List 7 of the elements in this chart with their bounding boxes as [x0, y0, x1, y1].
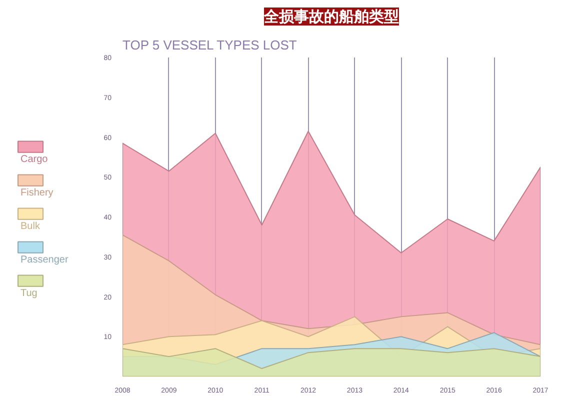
legend-label: Tug	[20, 288, 38, 300]
chart-subtitle: TOP 5 VESSEL TYPES LOST	[122, 38, 297, 52]
legend-label: Cargo	[20, 154, 48, 166]
legend-label: Bulk	[20, 221, 41, 232]
legend-label: Passenger	[20, 254, 69, 266]
legend-label: Fishery	[20, 188, 54, 199]
chart-title: 全损事故的船舶类型	[263, 8, 399, 26]
